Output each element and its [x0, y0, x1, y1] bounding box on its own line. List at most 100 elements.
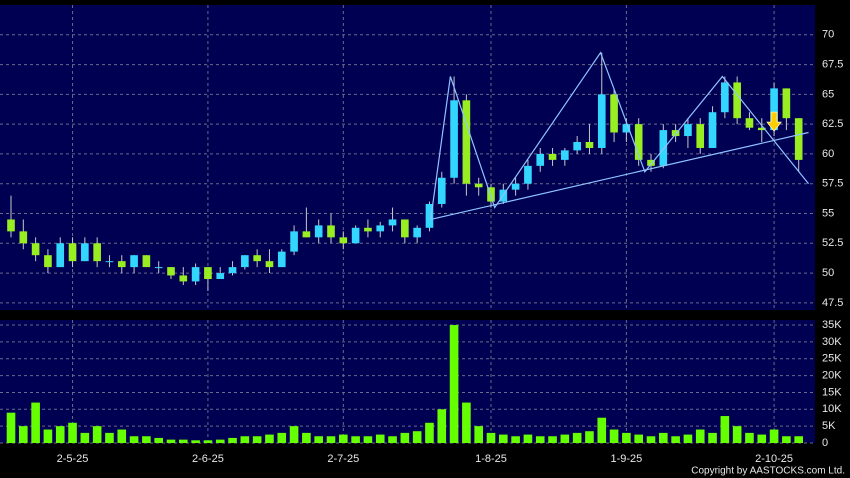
- volume-bar: [375, 434, 385, 443]
- candle-body: [437, 177, 446, 204]
- candle-body: [388, 219, 397, 226]
- volume-bar: [499, 434, 508, 443]
- candle-body: [757, 127, 766, 131]
- y-tick-label: 10K: [822, 403, 842, 415]
- candle-body: [117, 261, 126, 268]
- y-tick-label: 52.5: [822, 237, 843, 249]
- y-tick-label: 70: [822, 29, 834, 41]
- volume-bar: [339, 434, 348, 443]
- candle-body: [696, 124, 705, 148]
- volume-bar: [179, 439, 188, 443]
- candle-body: [130, 255, 138, 268]
- volume-bar: [400, 432, 410, 443]
- y-tick-label: 5K: [822, 420, 836, 432]
- volume-bar: [449, 325, 459, 443]
- volume-bar: [80, 432, 90, 443]
- candle-body: [622, 124, 631, 133]
- volume-bar: [732, 426, 742, 443]
- volume-bar: [314, 436, 323, 443]
- volume-bar: [228, 437, 237, 443]
- volume-bar: [265, 434, 274, 443]
- y-tick-label: 15K: [822, 386, 842, 398]
- volume-bar: [129, 436, 139, 443]
- volume-bar: [782, 436, 791, 443]
- candle-body: [93, 243, 101, 262]
- volume-bar: [486, 432, 496, 443]
- pattern-line: [430, 51, 810, 220]
- volume-bar: [769, 429, 779, 443]
- volume-bar: [708, 432, 717, 443]
- candle-body: [770, 88, 778, 131]
- candle-body: [179, 275, 188, 282]
- candle-body: [228, 267, 237, 274]
- candle-body: [154, 267, 163, 269]
- volume-bar: [326, 436, 336, 443]
- candle-body: [351, 227, 360, 244]
- volume-bar: [166, 439, 176, 443]
- candle-body: [413, 227, 421, 238]
- candle-body: [745, 118, 754, 128]
- candle-body: [548, 153, 557, 160]
- candle-body: [31, 243, 40, 256]
- candle-body: [721, 82, 729, 113]
- volume-bar: [277, 432, 287, 443]
- volume-bar: [191, 440, 200, 443]
- candle-body: [610, 94, 618, 133]
- candle-body: [425, 203, 434, 228]
- volume-bar: [695, 429, 705, 443]
- volume-bar: [671, 436, 680, 443]
- volume-bar: [585, 431, 594, 443]
- x-tick-label: 2-6-25: [192, 453, 224, 465]
- volume-bar: [351, 436, 360, 443]
- candle-body: [401, 219, 409, 238]
- candle-body: [474, 183, 483, 188]
- volume-bar: [19, 426, 28, 443]
- y-tick-label: 65: [822, 88, 834, 100]
- y-tick-label: 0: [822, 437, 828, 449]
- volume-bar: [117, 429, 127, 443]
- y-tick-label: 60: [822, 148, 834, 160]
- volume-bar: [597, 417, 607, 443]
- candle-body: [524, 165, 532, 184]
- candle-body: [573, 142, 581, 151]
- candle-body: [277, 251, 286, 268]
- candle-body: [708, 112, 717, 148]
- volume-bar: [412, 431, 422, 443]
- volume-bar: [560, 434, 570, 443]
- volume-bar: [437, 409, 447, 443]
- volume-bar: [6, 412, 16, 443]
- volume-bar: [474, 426, 483, 443]
- volume-bar: [745, 432, 754, 443]
- candle-body: [339, 237, 348, 244]
- volume-bar: [462, 402, 471, 443]
- candle-body: [253, 255, 261, 262]
- candle-body: [265, 261, 274, 268]
- volume-bar: [622, 432, 631, 443]
- volume-bar: [572, 432, 582, 443]
- x-tick-label: 1-8-25: [475, 453, 507, 465]
- volume-bar: [634, 434, 643, 443]
- volume-bar: [252, 436, 262, 443]
- y-tick-label: 30K: [822, 336, 842, 348]
- volume-bar: [794, 436, 803, 443]
- candle-body: [19, 231, 28, 244]
- volume-bar: [92, 426, 102, 443]
- candle-body: [191, 267, 200, 282]
- volume-bar: [289, 426, 299, 443]
- y-tick-label: 25K: [822, 353, 842, 365]
- x-tick-label: 1-9-25: [610, 453, 642, 465]
- pattern-line: [430, 131, 809, 221]
- candle-body: [487, 187, 495, 202]
- x-tick-label: 2-7-25: [327, 453, 359, 465]
- volume-bar: [757, 434, 767, 443]
- volume-bar: [609, 429, 619, 443]
- y-tick-label: 67.5: [822, 58, 843, 70]
- candle-body: [290, 231, 298, 252]
- candle-body: [684, 124, 692, 137]
- candle-body: [327, 225, 335, 238]
- candle-body: [376, 225, 385, 232]
- candle-body: [364, 227, 372, 232]
- candle-body: [536, 153, 545, 166]
- candle-body: [302, 231, 311, 238]
